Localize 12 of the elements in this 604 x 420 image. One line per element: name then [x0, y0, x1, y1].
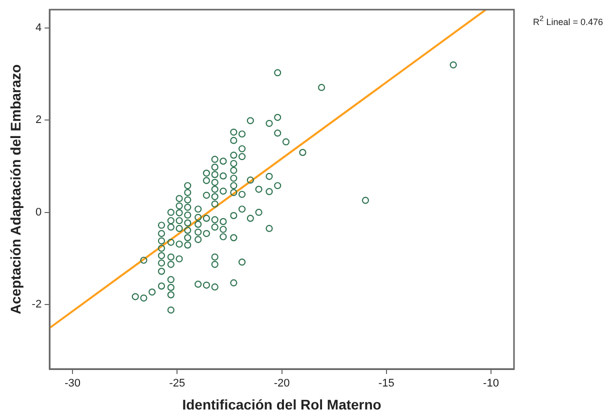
y-tick-label: 2 — [35, 114, 42, 126]
x-tick-label: -20 — [274, 378, 290, 390]
x-tick-label: -15 — [378, 378, 394, 390]
x-tick-label: -10 — [483, 378, 499, 390]
x-tick-label: -30 — [64, 378, 81, 390]
y-tick-label: -2 — [32, 298, 42, 311]
x-tick-label: -25 — [169, 378, 186, 390]
y-tick-label: 0 — [35, 206, 42, 218]
y-axis-title: Aceptación Adaptación del Embarazo — [7, 64, 24, 314]
text: R$^{2}$ Lineal = 0.476 — [533, 14, 603, 27]
y-tick-label: 4 — [35, 22, 42, 34]
x-axis-title: Identificación del Rol Materno — [182, 396, 382, 412]
